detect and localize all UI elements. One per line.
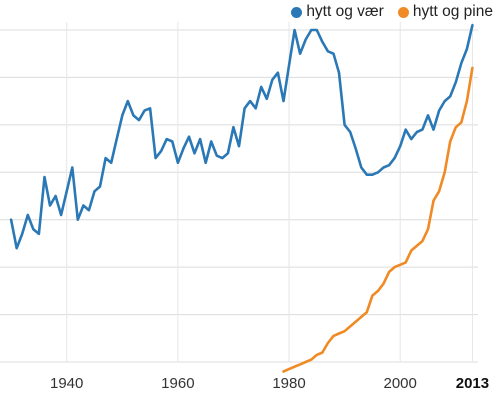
legend-label-series-1: hytt og vær [306, 3, 384, 20]
legend-item-series-1[interactable]: hytt og vær [291, 3, 384, 21]
x-tick-label: 1980 [272, 375, 305, 392]
series-line-1[interactable] [9, 23, 474, 250]
legend-item-series-2[interactable]: hytt og pine [397, 3, 493, 21]
series-lines [9, 23, 474, 373]
x-tick-label: 2013 [456, 375, 489, 392]
x-tick-label: 1940 [50, 375, 83, 392]
x-tick-label: 1960 [161, 375, 194, 392]
x-tick-label: 2000 [383, 375, 416, 392]
legend-marker-series-1 [291, 6, 303, 18]
grid-lines [0, 22, 478, 363]
series-line-2[interactable] [282, 66, 474, 373]
x-axis-tick-labels: 1940 1960 1980 2000 2013 [50, 375, 489, 392]
legend-label-series-2: hytt og pine [412, 3, 493, 20]
legend-marker-series-2 [397, 6, 409, 18]
legend: hytt og vær hytt og pine [291, 3, 493, 21]
